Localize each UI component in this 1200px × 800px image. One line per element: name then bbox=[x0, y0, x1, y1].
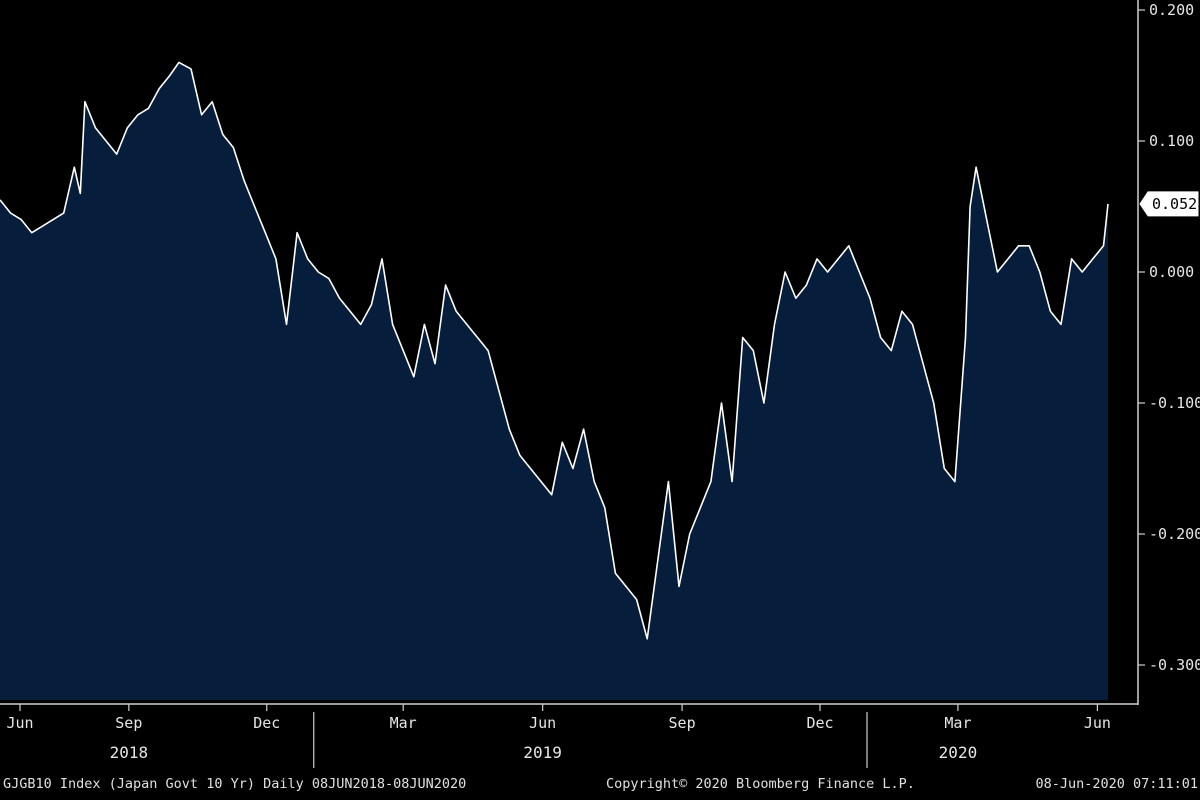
y-tick-label: 0.000 bbox=[1149, 263, 1194, 281]
x-tick-label: Mar bbox=[944, 714, 971, 732]
last-value-label: 0.052 bbox=[1152, 195, 1197, 213]
x-tick-label: Jun bbox=[6, 714, 33, 732]
x-tick-label: Sep bbox=[669, 714, 696, 732]
footer-timestamp: 08-Jun-2020 07:11:01 bbox=[1035, 776, 1198, 792]
last-value-badge bbox=[1139, 191, 1199, 217]
y-tick-label: -0.200 bbox=[1149, 525, 1200, 543]
x-tick-label: Mar bbox=[390, 714, 417, 732]
series-area bbox=[0, 62, 1108, 700]
y-tick-label: -0.300 bbox=[1149, 656, 1200, 674]
year-label: 2020 bbox=[939, 743, 978, 762]
x-tick-label: Dec bbox=[253, 714, 280, 732]
year-label: 2018 bbox=[110, 743, 149, 762]
footer-copyright: Copyright© 2020 Bloomberg Finance L.P. bbox=[606, 776, 915, 792]
footer-series-info: GJGB10 Index (Japan Govt 10 Yr) Daily 08… bbox=[3, 776, 467, 792]
footer-bar: GJGB10 Index (Japan Govt 10 Yr) Daily 08… bbox=[0, 774, 1200, 800]
y-tick-label: -0.100 bbox=[1149, 394, 1200, 412]
y-tick-label: 0.100 bbox=[1149, 132, 1194, 150]
x-tick-label: Jun bbox=[1084, 714, 1111, 732]
year-label: 2019 bbox=[523, 743, 562, 762]
x-tick-label: Sep bbox=[115, 714, 142, 732]
y-tick-label: 0.200 bbox=[1149, 1, 1194, 19]
x-tick-label: Jun bbox=[529, 714, 556, 732]
series-line bbox=[0, 61, 1109, 640]
x-tick-label: Dec bbox=[806, 714, 833, 732]
